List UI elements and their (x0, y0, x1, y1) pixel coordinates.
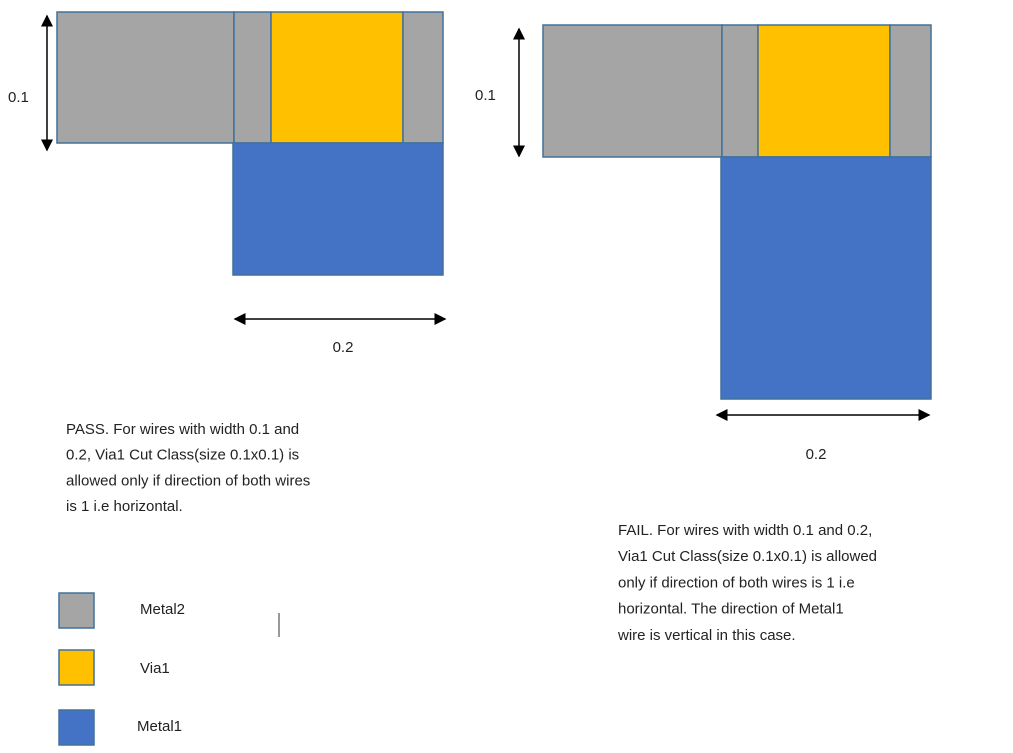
caption-line: is 1 i.e horizontal. (66, 498, 183, 515)
caption-line: FAIL. For wires with width 0.1 and 0.2, (618, 522, 872, 539)
metal2-wire (889, 24, 932, 158)
height-label: 0.1 (8, 89, 29, 106)
width-label: 0.2 (333, 339, 354, 356)
right-diagram: 0.1 0.2 FAIL. For wires with width 0.1 a… (475, 24, 932, 644)
caption-line: allowed only if direction of both wires (66, 472, 310, 489)
width-label: 0.2 (806, 446, 827, 463)
caption-line: PASS. For wires with width 0.1 and (66, 421, 299, 438)
legend: Metal2 Via1 Metal1 (58, 592, 280, 746)
metal2-wire (402, 11, 444, 144)
metal2-wire (233, 11, 272, 144)
metal2-wire (721, 24, 759, 158)
legend-label: Via1 (140, 660, 170, 677)
legend-swatch (58, 649, 95, 686)
via1 (757, 24, 891, 158)
metal1-wire (232, 142, 444, 276)
via1 (270, 11, 404, 144)
caption-line: only if direction of both wires is 1 i.e (618, 574, 855, 591)
left-diagram: 0.1 0.2 PASS. For wires with width 0.1 a… (8, 11, 447, 515)
legend-swatch (58, 592, 95, 629)
legend-label: Metal2 (140, 601, 185, 618)
metal1-wire (720, 156, 932, 400)
caption-line: Via1 Cut Class(size 0.1x0.1) is allowed (618, 548, 877, 565)
caption: PASS. For wires with width 0.1 and 0.2, V… (66, 421, 310, 515)
caption-line: wire is vertical in this case. (617, 627, 796, 644)
caption-line: 0.2, Via1 Cut Class(size 0.1x0.1) is (66, 447, 299, 464)
metal2-wire (542, 24, 723, 158)
metal2-wire (56, 11, 235, 144)
height-label: 0.1 (475, 87, 496, 104)
legend-swatch (58, 709, 95, 746)
legend-label: Metal1 (137, 718, 182, 735)
caption-line: horizontal. The direction of Metal1 (618, 601, 844, 618)
caption: FAIL. For wires with width 0.1 and 0.2, V… (617, 522, 877, 644)
